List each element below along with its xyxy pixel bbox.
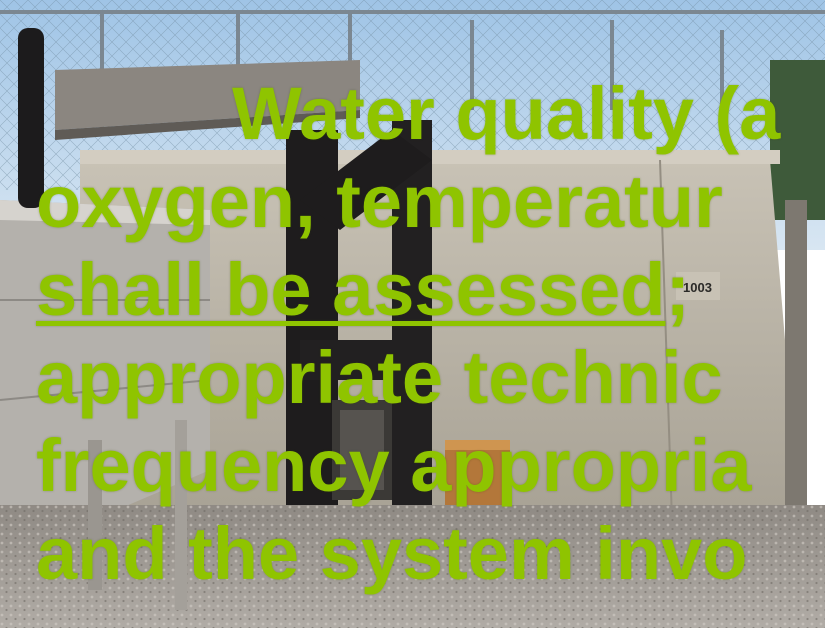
trees [770, 60, 825, 220]
wooden-block [445, 440, 510, 505]
overlay-line-3: shall be assessed; [36, 246, 825, 334]
overlay-line-2: oxygen, temperatur [36, 160, 723, 243]
cone-tank [0, 200, 210, 560]
overlay-line-3-underlined: shall be assessed [36, 248, 666, 331]
concrete-tank [80, 150, 800, 525]
walkway [55, 60, 360, 130]
pipe-left [18, 28, 44, 208]
support-post [785, 200, 807, 530]
overlay-text: Water quality (a oxygen, temperatur shal… [36, 70, 825, 598]
tank-label-plate [676, 272, 720, 300]
stand-leg [88, 440, 102, 590]
overlay-line-3-rest: ; [665, 248, 691, 331]
overlay-line-1: Water quality (a [232, 72, 781, 155]
overlay-line-4: appropriate technic [36, 336, 723, 419]
railing [0, 10, 825, 14]
tank-label: 1003 [683, 280, 712, 295]
overlay-line-6: and the system invo [36, 512, 748, 595]
overlay-line-5: frequency appropria [36, 424, 752, 507]
pipe-diagonal [300, 130, 432, 230]
